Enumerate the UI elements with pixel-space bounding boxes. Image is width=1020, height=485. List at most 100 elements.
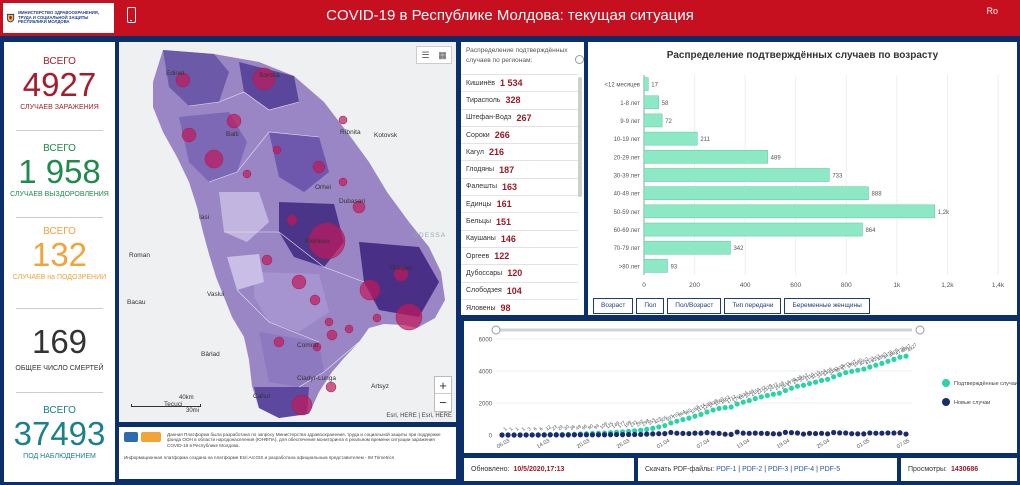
confirmed-point bbox=[662, 422, 668, 429]
updated-bar: Обновлено: 10/5/2020,17:13 bbox=[464, 458, 634, 481]
stat-recovered: ВСЕГО 1 958 СЛУЧАЕВ ВЫЗДОРОВЛЕНИЯ bbox=[4, 143, 115, 198]
region-map[interactable]: Edinet Soroca Balti Rîbnita Kotovsk Orhe… bbox=[119, 42, 456, 422]
map-label-artsyz: Artsyz bbox=[371, 383, 390, 390]
new-cases-point bbox=[674, 430, 680, 436]
region-name: Глодяны bbox=[466, 166, 495, 174]
new-cases-point bbox=[794, 430, 801, 436]
new-cases-point bbox=[583, 432, 590, 438]
region-row[interactable]: Каушаны 146 bbox=[461, 229, 578, 247]
language-switch-button[interactable]: Ro bbox=[986, 6, 998, 16]
data-label: 3481 bbox=[828, 365, 840, 377]
list-icon[interactable]: ☰ bbox=[421, 50, 430, 60]
region-row[interactable]: Оргеев 122 bbox=[461, 246, 578, 264]
timeline-chart[interactable]: 0 2000 4000 6000 06.03 14.03 20.03 26.03 01.04 07… bbox=[464, 321, 1018, 453]
data-label: 2614 bbox=[780, 379, 792, 391]
region-row[interactable]: Дубоссары 120 bbox=[461, 264, 578, 281]
new-cases-point bbox=[891, 430, 897, 436]
stat-observed-label: ПОД НАБЛЮДЕНИЕМ bbox=[23, 453, 96, 460]
new-cases-point bbox=[499, 432, 505, 438]
region-name: Штефан-Водэ bbox=[466, 114, 512, 122]
region-row[interactable]: Тирасполь 328 bbox=[461, 91, 578, 108]
stat-confirmed-value: 4927 bbox=[22, 66, 97, 103]
data-label: 23 bbox=[551, 424, 559, 432]
region-row[interactable]: Единцы 161 bbox=[461, 195, 578, 212]
new-cases-point bbox=[529, 432, 535, 438]
data-label: 1712 bbox=[726, 393, 738, 405]
confirmed-point bbox=[782, 387, 789, 394]
expand-icon[interactable] bbox=[575, 55, 584, 64]
pdf-link-2[interactable]: PDF-2 bbox=[742, 466, 763, 473]
tab-age[interactable]: Возраст bbox=[593, 298, 634, 314]
confirmed-point bbox=[644, 426, 650, 432]
tab-transmission-type[interactable]: Тип передачи bbox=[724, 298, 782, 314]
zoom-control[interactable]: + − bbox=[434, 376, 452, 412]
confirmed-point bbox=[668, 420, 674, 426]
confirmed-point bbox=[800, 382, 807, 388]
region-name: Кагул bbox=[466, 148, 484, 156]
region-row[interactable]: Бельцы 151 bbox=[461, 212, 578, 229]
map-label-ribnita: Rîbnita bbox=[340, 129, 361, 136]
region-row[interactable]: Глодяны 187 bbox=[461, 160, 578, 177]
ministry-logo[interactable]: Министерство здравоохранения, труда и со… bbox=[3, 3, 114, 33]
map-label-cahul: Cahul bbox=[253, 393, 270, 400]
region-row[interactable]: Кагул 216 bbox=[461, 143, 578, 160]
new-cases-point bbox=[849, 431, 855, 437]
region-row[interactable]: Кишинёв 1 534 bbox=[461, 74, 578, 91]
confirmed-point bbox=[855, 367, 861, 373]
map-canvas[interactable] bbox=[119, 42, 456, 422]
page-title: COVID-19 в Республике Молдова: текущая с… bbox=[326, 7, 694, 24]
confirmed-point bbox=[861, 366, 867, 372]
regions-scrollbar[interactable] bbox=[578, 77, 582, 197]
range-slider-handle-right bbox=[915, 325, 925, 335]
mobile-view-icon[interactable] bbox=[127, 7, 136, 23]
tab-pregnant-women[interactable]: Беременные женщины bbox=[784, 298, 870, 314]
age-chart-title: Распределение подтверждённых случаев по … bbox=[666, 50, 939, 61]
new-cases-point bbox=[698, 430, 704, 436]
data-label: 505 bbox=[659, 414, 669, 424]
region-row[interactable]: Штефан-Водэ 267 bbox=[461, 108, 578, 126]
new-cases-point bbox=[601, 432, 608, 438]
new-cases-point bbox=[686, 430, 692, 437]
pdf-link-1[interactable]: PDF-1 bbox=[716, 466, 737, 473]
region-count: 216 bbox=[488, 147, 504, 158]
new-cases-point bbox=[806, 430, 813, 436]
y-tick-label: 70-79 лет bbox=[614, 246, 641, 252]
pdf-link-4[interactable]: PDF-4 bbox=[793, 466, 815, 473]
stats-panel: ВСЕГО 4927 СЛУЧАЕВ ЗАРАЖЕНИЯ ВСЕГО 1 958… bbox=[4, 42, 115, 482]
data-label: 80 bbox=[587, 423, 595, 431]
tab-sex[interactable]: Пол bbox=[636, 298, 665, 314]
region-row[interactable]: Слободзея 104 bbox=[461, 281, 578, 299]
y-tick-label: 9-9 лет bbox=[620, 119, 640, 125]
map-label-orhei: Orhei bbox=[315, 184, 331, 191]
region-row[interactable]: Яловены 98 bbox=[461, 298, 578, 315]
map-label-barlad: Bârlad bbox=[201, 351, 220, 358]
confirmed-point bbox=[752, 396, 758, 402]
data-label: 3304 bbox=[816, 368, 828, 380]
x-tick-label: 200 bbox=[689, 282, 700, 289]
regions-list[interactable]: Кишинёв 1 534 Тирасполь 328 Штефан-Водэ 267 Со… bbox=[461, 74, 584, 315]
new-cases-point bbox=[855, 431, 861, 437]
map-toolbar[interactable]: ☰ ▦ bbox=[416, 46, 452, 64]
age-bar bbox=[643, 186, 869, 200]
data-label: 66 bbox=[581, 423, 589, 431]
divider bbox=[16, 130, 103, 131]
pdf-link-3[interactable]: PDF-3 bbox=[768, 466, 789, 473]
region-row[interactable]: Фалешты 163 bbox=[461, 177, 578, 195]
zoom-in-button[interactable]: + bbox=[435, 377, 451, 394]
pdf-link-5[interactable]: PDF-5 bbox=[819, 466, 841, 473]
legend-label: Подтверждённые случаи bbox=[954, 381, 1017, 387]
new-cases-point bbox=[867, 430, 873, 436]
region-row[interactable]: Сороки 266 bbox=[461, 125, 578, 143]
info-text: Данная Платформа была разработана по зап… bbox=[167, 432, 441, 448]
x-tick-label: 19.04 bbox=[776, 438, 791, 450]
stat-recovered-top: ВСЕГО bbox=[43, 143, 76, 154]
new-cases-point bbox=[885, 430, 891, 436]
zoom-out-button[interactable]: − bbox=[439, 395, 447, 410]
y-tick-label: 6000 bbox=[479, 338, 493, 344]
bar-value-label: 888 bbox=[872, 192, 883, 198]
layers-icon[interactable]: ▦ bbox=[438, 50, 447, 60]
new-cases-point bbox=[897, 430, 903, 436]
regions-panel: Распределение подтверждённых случаев по … bbox=[461, 42, 584, 315]
tab-sex-age[interactable]: Пол/Возраст bbox=[667, 298, 722, 314]
confirmed-point bbox=[674, 418, 680, 424]
